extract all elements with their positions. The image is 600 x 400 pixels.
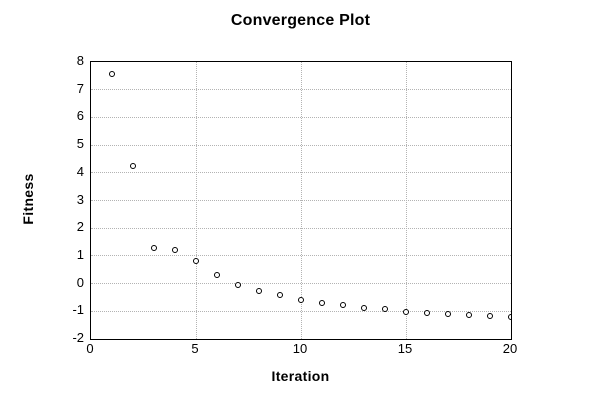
y-tick-label: -2 <box>72 330 84 345</box>
y-tick-label: 0 <box>76 274 84 290</box>
data-point <box>340 302 346 309</box>
data-point <box>487 312 493 319</box>
y-tick-label: 5 <box>76 136 84 152</box>
data-point <box>214 271 220 278</box>
data-point <box>193 257 199 264</box>
vertical-gridline <box>300 62 302 339</box>
x-tick-label: 0 <box>86 341 94 356</box>
data-point <box>298 297 304 304</box>
x-tick-label: 5 <box>191 341 199 356</box>
y-tick-label: 2 <box>76 219 84 235</box>
x-tick-label: 10 <box>292 341 308 356</box>
data-point <box>277 291 283 298</box>
data-point <box>361 304 367 311</box>
data-point <box>151 244 157 251</box>
data-point <box>319 299 325 306</box>
vertical-gridline <box>405 62 407 339</box>
data-point <box>130 162 136 169</box>
plot-area <box>90 61 512 340</box>
data-point <box>508 314 511 321</box>
x-tick-label: 20 <box>502 341 518 356</box>
y-tick-label: 4 <box>76 163 84 179</box>
data-point <box>445 311 451 318</box>
x-axis-label: Iteration <box>271 368 330 384</box>
y-tick-label: 6 <box>76 108 84 124</box>
y-tick-label: 7 <box>76 80 84 96</box>
y-tick-label: 3 <box>76 191 84 207</box>
data-point <box>382 306 388 313</box>
y-tick-label: 1 <box>76 246 84 262</box>
data-point <box>424 309 430 316</box>
data-point <box>466 311 472 318</box>
y-tick-label: 8 <box>76 53 84 68</box>
y-tick-label: -1 <box>72 302 84 318</box>
data-point <box>235 281 241 288</box>
x-tick-label: 15 <box>397 341 413 356</box>
y-axis-label: Fitness <box>20 173 36 225</box>
chart-title: Convergence Plot <box>230 12 371 29</box>
data-point <box>256 287 262 294</box>
data-point <box>172 247 178 254</box>
data-point <box>403 308 409 315</box>
vertical-gridline <box>195 62 197 339</box>
data-point <box>109 71 115 78</box>
